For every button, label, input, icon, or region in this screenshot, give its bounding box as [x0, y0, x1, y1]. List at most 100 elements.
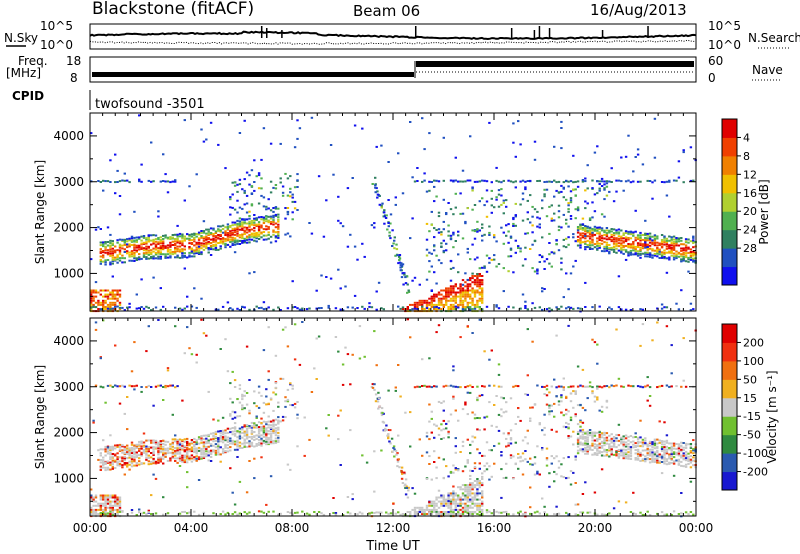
scatter-cell: [430, 265, 433, 268]
scatter-cell: [111, 303, 114, 306]
scatter-cell: [478, 285, 481, 288]
scatter-cell: [109, 308, 112, 311]
scatter-cell: [99, 301, 102, 304]
scatter-cell: [608, 445, 611, 448]
scatter-cell: [648, 448, 652, 451]
scatter-cell: [214, 245, 218, 247]
scatter-cell: [672, 242, 676, 245]
scatter-cell: [253, 189, 256, 192]
scatter-cell: [174, 246, 177, 249]
scatter-cell: [169, 252, 172, 255]
scatter-cell: [166, 367, 170, 370]
scatter-cell: [588, 242, 592, 245]
scatter-cell: [466, 325, 469, 328]
scatter-cell: [612, 238, 616, 241]
scatter-cell: [591, 386, 594, 389]
scatter-cell: [473, 295, 477, 298]
scatter-cell: [159, 460, 162, 463]
scatter-cell: [517, 456, 520, 459]
scatter-cell: [471, 272, 474, 275]
scatter-cell: [274, 235, 278, 238]
scatter-cell: [612, 445, 616, 448]
scatter-cell: [200, 435, 203, 438]
scatter-cell: [574, 240, 577, 243]
scatter-cell: [600, 440, 604, 443]
scatter-cell: [452, 233, 455, 236]
cpid-panel: CPID twofsound -3501: [12, 89, 205, 112]
scatter-cell: [231, 233, 234, 236]
scatter-cell: [118, 510, 122, 513]
scatter-cell: [238, 401, 242, 404]
scatter-cell: [457, 496, 460, 499]
scatter-cell: [449, 508, 453, 511]
scatter-cell: [605, 241, 609, 244]
scatter-cell: [376, 400, 380, 403]
scatter-cell: [584, 225, 587, 227]
scatter-cell: [636, 457, 640, 460]
scatter-cell: [653, 438, 657, 441]
scatter-cell: [692, 257, 695, 260]
scatter-cell: [169, 256, 172, 259]
scatter-cell: [656, 442, 659, 445]
scatter-cell: [257, 187, 261, 190]
scatter-cell: [425, 435, 429, 438]
scatter-cell: [440, 233, 443, 236]
scatter-cell: [157, 458, 160, 460]
scatter-cell: [632, 443, 635, 446]
scatter-cell: [250, 203, 254, 206]
scatter-cell: [190, 247, 194, 250]
scatter-cell: [217, 445, 220, 448]
scatter-cell: [437, 299, 441, 302]
scatter-cell: [174, 238, 177, 240]
scatter-cell: [440, 502, 443, 505]
scatter-cell: [197, 513, 201, 516]
scatter-cell: [109, 245, 112, 248]
scatter-cell: [176, 452, 179, 455]
scatter-cell: [418, 385, 421, 388]
scatter-cell: [605, 194, 609, 197]
scatter-cell: [387, 225, 390, 228]
scatter-cell: [471, 291, 474, 294]
scatter-cell: [358, 357, 362, 360]
scatter-cell: [142, 462, 146, 465]
scatter-cell: [574, 415, 577, 418]
scatter-cell: [286, 511, 290, 513]
scatter-cell: [317, 307, 321, 310]
scatter-cell: [636, 254, 640, 257]
scatter-cell: [442, 239, 445, 242]
scatter-cell: [692, 242, 695, 244]
scatter-cell: [588, 429, 592, 431]
scatter-cell: [130, 452, 134, 455]
scatter-cell: [639, 253, 642, 256]
scatter-cell: [262, 301, 266, 304]
scatter-cell: [428, 301, 431, 304]
scatter-cell: [219, 247, 222, 250]
scatter-cell: [171, 180, 174, 183]
scatter-cell: [466, 285, 469, 288]
scatter-cell: [257, 432, 261, 435]
scatter-cell: [567, 423, 570, 426]
scatter-cell: [231, 491, 234, 494]
scatter-cell: [130, 448, 134, 450]
scatter-cell: [425, 478, 429, 480]
scatter-cell: [457, 306, 460, 309]
scatter-cell: [454, 508, 457, 511]
scatter-cell: [665, 463, 669, 466]
scatter-cell: [205, 228, 208, 231]
scatter-cell: [514, 224, 517, 227]
scatter-cell: [389, 222, 392, 225]
scatter-cell: [476, 385, 479, 388]
scatter-cell: [399, 266, 402, 269]
scatter-cell: [142, 249, 146, 252]
scatter-cell: [176, 241, 179, 244]
scatter-cell: [536, 269, 539, 272]
scatter-cell: [600, 432, 604, 435]
scatter-cell: [457, 253, 460, 256]
scatter-cell: [114, 303, 117, 306]
scatter-cell: [183, 461, 186, 464]
scatter-cell: [202, 239, 206, 242]
scatter-cell: [296, 173, 299, 176]
scatter-cell: [562, 388, 565, 391]
scatter-cell: [111, 252, 114, 255]
